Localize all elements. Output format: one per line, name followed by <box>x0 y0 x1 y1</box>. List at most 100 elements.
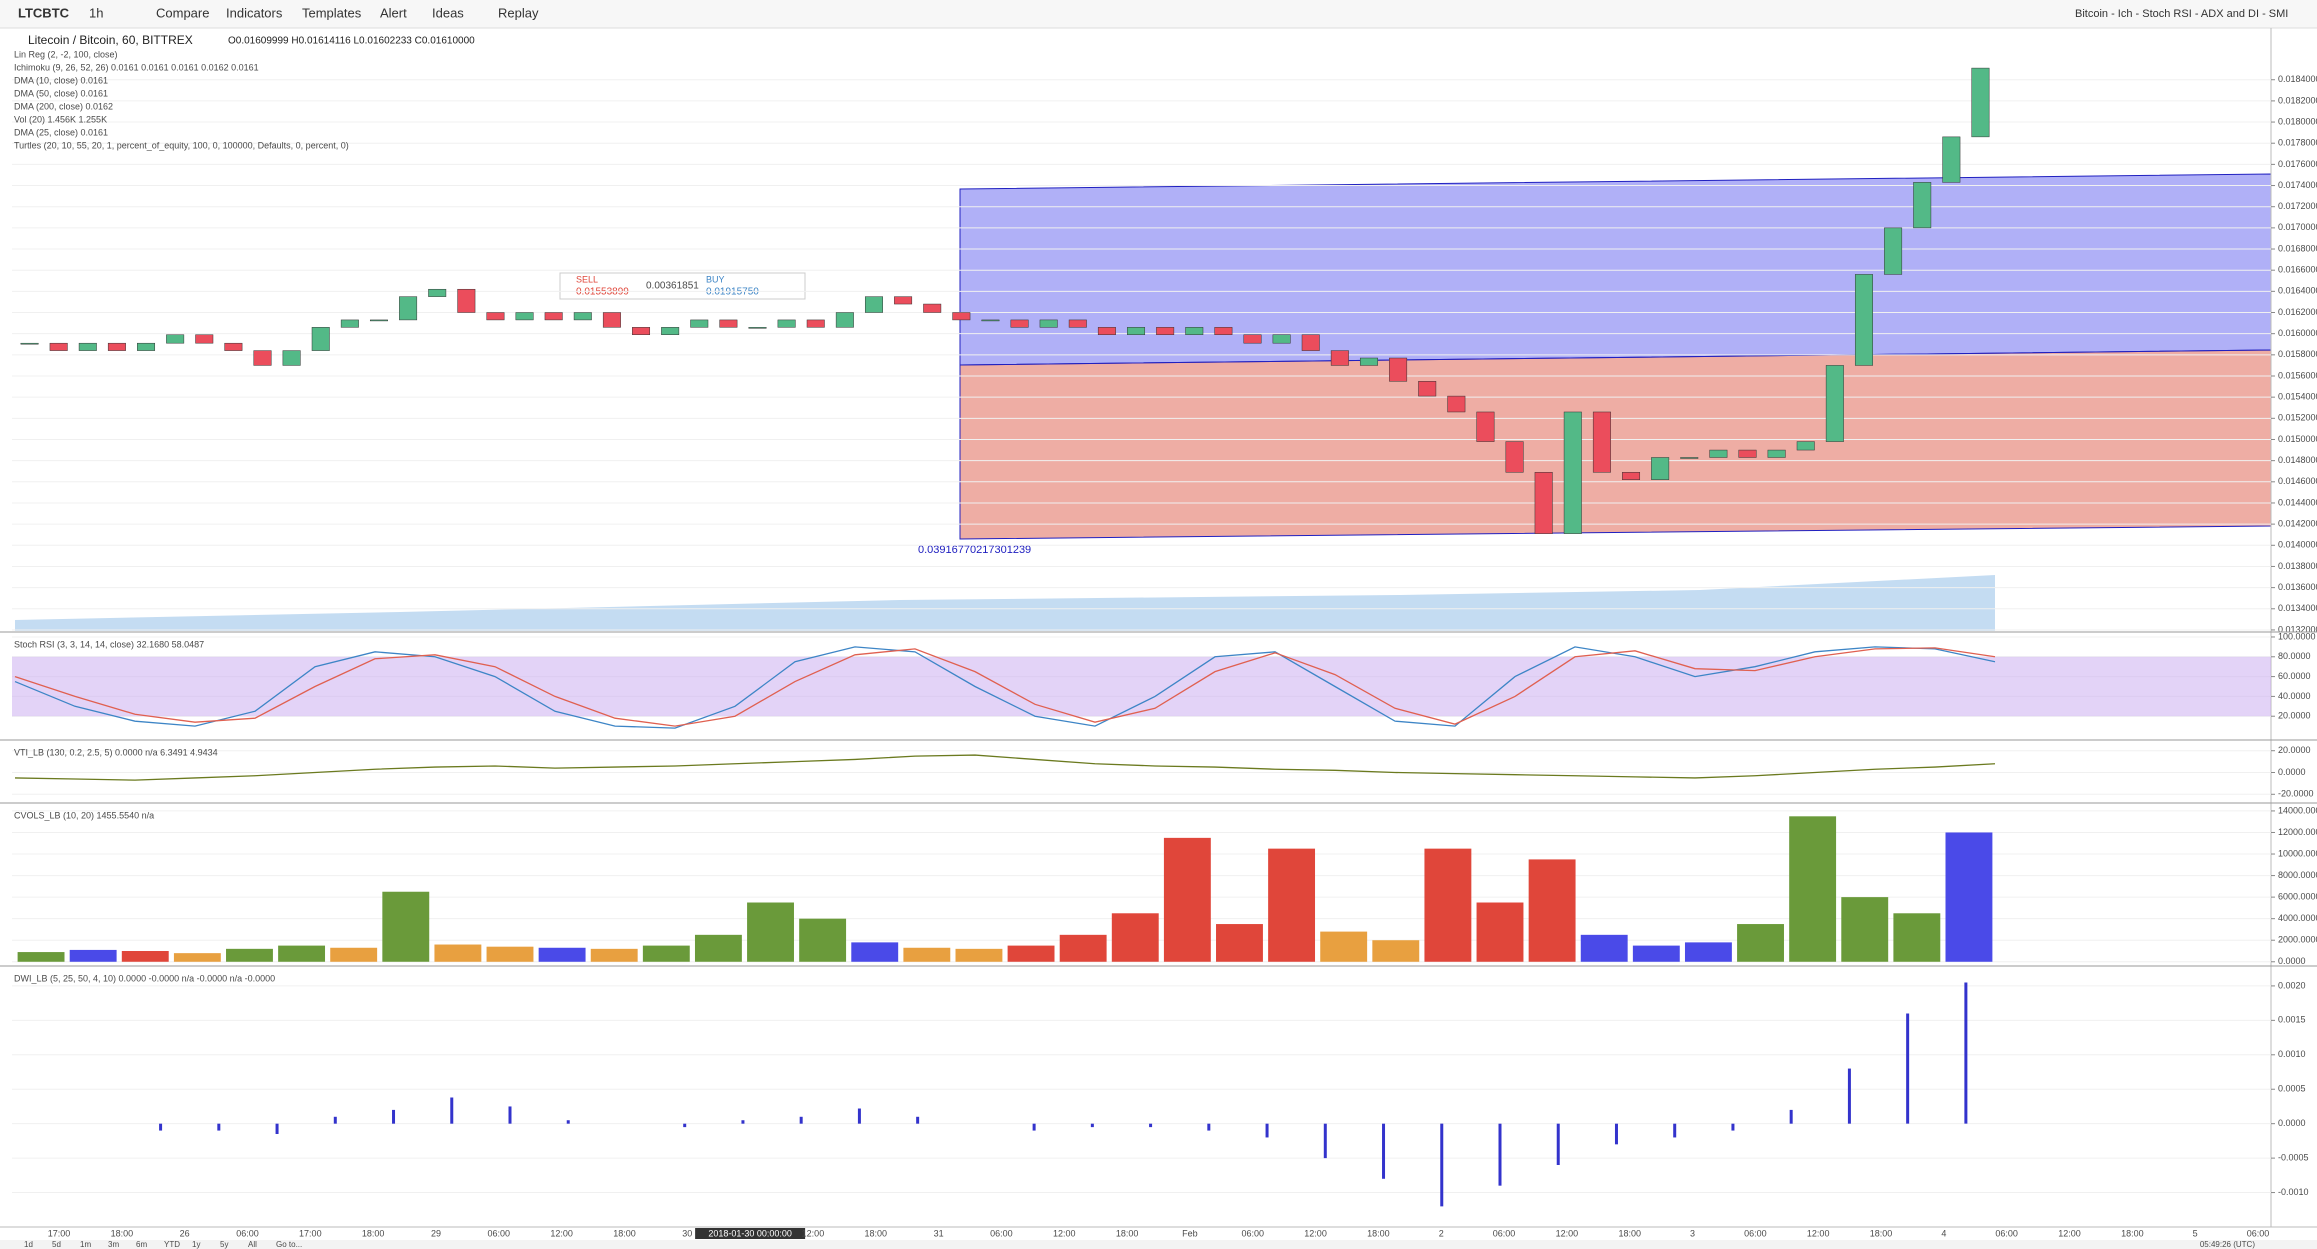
indicator-legend[interactable]: DWI_LB (5, 25, 50, 4, 10) 0.0000 -0.0000… <box>14 973 275 983</box>
y-tick-label: 100.0000 <box>2278 631 2316 641</box>
y-tick-label: 0.01720000 <box>2278 201 2317 211</box>
candle <box>894 296 913 305</box>
indicator-legend[interactable]: DMA (50, close) 0.0161 <box>14 88 108 98</box>
indicator-legend[interactable]: Lin Reg (2, -2, 100, close) <box>14 49 118 59</box>
volume-bar <box>1163 837 1211 962</box>
indicator-line <box>14 646 1996 729</box>
candle <box>1476 411 1495 442</box>
x-tick-label: 12:00 <box>1053 1228 1076 1238</box>
indicator-legend[interactable]: VTI_LB (130, 0.2, 2.5, 5) 0.0000 n/a 6.3… <box>14 747 218 757</box>
range-button[interactable]: 3m <box>108 1240 119 1249</box>
y-tick-label: 0.01600000 <box>2278 328 2317 338</box>
buy-label[interactable]: BUY <box>706 274 725 284</box>
candle <box>78 342 97 351</box>
volume-bar <box>486 946 534 962</box>
volume-bar <box>1059 934 1107 962</box>
indicator-legend[interactable]: DMA (10, close) 0.0161 <box>14 75 108 85</box>
x-tick-label: 06:00 <box>990 1228 1013 1238</box>
y-tick-label: 0.01440000 <box>2278 497 2317 507</box>
candle <box>1738 449 1757 458</box>
x-tick-label: 30 <box>682 1228 692 1238</box>
volume-bar <box>1684 942 1732 962</box>
range-button[interactable]: 5d <box>52 1240 61 1249</box>
y-tick-label: 0.0010 <box>2278 1049 2306 1059</box>
range-button[interactable]: 1m <box>80 1240 91 1249</box>
y-tick-label: 20.0000 <box>2278 711 2311 721</box>
y-tick-label: 10000.0000 <box>2278 848 2317 858</box>
range-button[interactable]: YTD <box>164 1240 180 1249</box>
range-button[interactable]: All <box>248 1240 257 1249</box>
toolbar-button[interactable]: Replay <box>498 5 539 20</box>
volume-bar <box>1268 848 1316 962</box>
range-button[interactable]: 5y <box>220 1240 228 1249</box>
volume-bar <box>955 948 1003 962</box>
y-tick-label: 0.01740000 <box>2278 180 2317 190</box>
volume-bar <box>1789 816 1837 962</box>
candle <box>1389 357 1408 382</box>
x-tick-label: 17:00 <box>48 1228 71 1238</box>
symbol[interactable]: LTCBTC <box>18 5 70 20</box>
candle <box>1418 381 1437 397</box>
candle <box>311 327 330 351</box>
y-tick-label: 0.0020 <box>2278 980 2306 990</box>
y-tick-label: 20.0000 <box>2278 745 2311 755</box>
indicator-legend[interactable]: Ichimoku (9, 26, 52, 26) 0.0161 0.0161 0… <box>14 62 259 72</box>
indicator-legend[interactable]: DMA (25, close) 0.0161 <box>14 127 108 137</box>
y-tick-label: 0.01340000 <box>2278 603 2317 613</box>
y-tick-label: 0.01540000 <box>2278 392 2317 402</box>
candle <box>1330 350 1349 366</box>
x-tick-label: 06:00 <box>1493 1228 1516 1238</box>
indicator-legend[interactable]: Vol (20) 1.456K 1.255K <box>14 114 107 124</box>
candle <box>981 319 1000 322</box>
indicator-legend[interactable]: DMA (200, close) 0.0162 <box>14 101 113 111</box>
candle <box>224 342 243 351</box>
candle <box>1272 334 1291 344</box>
toolbar-button[interactable]: Compare <box>156 5 209 20</box>
x-tick-label: 17:00 <box>299 1228 322 1238</box>
volume-bar <box>330 947 378 962</box>
interval[interactable]: 1h <box>89 5 103 20</box>
buy-price[interactable]: 0.01915750 <box>706 287 759 298</box>
channel-lower <box>959 349 2272 540</box>
indicator-legend[interactable]: CVOLS_LB (10, 20) 1455.5540 n/a <box>14 810 154 820</box>
sell-label[interactable]: SELL <box>576 274 598 284</box>
range-button[interactable]: 6m <box>136 1240 147 1249</box>
candle <box>49 342 68 351</box>
indicator-legend[interactable]: Stoch RSI (3, 3, 14, 14, close) 32.1680 … <box>14 639 204 649</box>
volume-bar <box>590 948 638 962</box>
volume-bar <box>799 918 847 962</box>
volume-bar <box>1580 934 1628 962</box>
indicator-legend[interactable]: Turtles (20, 10, 55, 20, 1, percent_of_e… <box>14 140 349 150</box>
candle <box>923 303 942 313</box>
x-tick-label: 12:00 <box>802 1228 825 1238</box>
y-tick-label: 0.01560000 <box>2278 370 2317 380</box>
toolbar-button[interactable]: Alert <box>380 5 407 20</box>
y-tick-label: 0.01320000 <box>2278 624 2317 634</box>
volume-bar <box>1476 902 1524 962</box>
volume-bar <box>434 944 482 962</box>
y-tick-label: 0.01780000 <box>2278 138 2317 148</box>
toolbar-button[interactable]: Templates <box>302 5 362 20</box>
y-tick-label: 0.01680000 <box>2278 243 2317 253</box>
y-tick-label: 12000.0000 <box>2278 827 2317 837</box>
y-tick-label: 0.01400000 <box>2278 540 2317 550</box>
range-button[interactable]: 1d <box>24 1240 33 1249</box>
candle <box>1651 457 1670 480</box>
sell-price[interactable]: 0.01553899 <box>576 287 629 298</box>
toolbar <box>0 0 2317 28</box>
candle <box>1884 227 1903 275</box>
y-tick-label: 0.0005 <box>2278 1084 2306 1094</box>
y-tick-label: -20.0000 <box>2278 789 2314 799</box>
candle <box>1068 319 1087 328</box>
y-tick-label: 40.0000 <box>2278 691 2311 701</box>
layout-name[interactable]: Bitcoin - Ich - Stoch RSI - ADX and DI -… <box>2075 8 2288 20</box>
indicator-line <box>14 647 1996 727</box>
range-button[interactable]: 1y <box>192 1240 200 1249</box>
range-button[interactable]: Go to... <box>276 1240 302 1249</box>
toolbar-button[interactable]: Indicators <box>226 5 283 20</box>
volume-bar <box>1528 859 1576 962</box>
candle <box>1127 327 1146 335</box>
y-tick-label: 0.01380000 <box>2278 561 2317 571</box>
toolbar-button[interactable]: Ideas <box>432 5 464 20</box>
